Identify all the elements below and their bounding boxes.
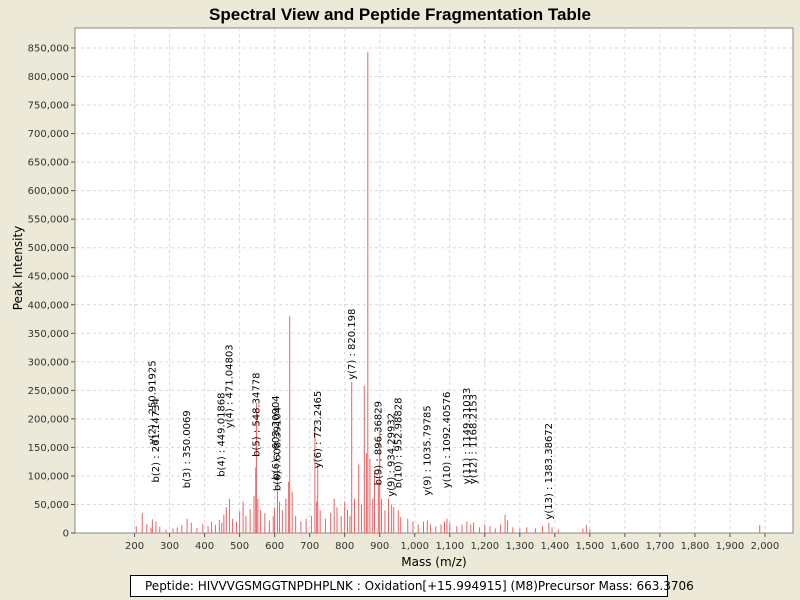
x-tick-label: 500 [230,541,249,552]
y-tick-label: 850,000 [28,43,69,54]
x-tick-label: 700 [300,541,319,552]
x-tick-label: 1,000 [400,541,429,552]
peak-annotation: b(6) : 608.39104 [273,407,284,491]
peak-annotation: y(2) : 250.91925 [147,360,158,444]
peak-annotation: y(6) : 723.2465 [313,391,324,469]
peak-annotation: b(4) : 449.01868 [217,392,228,476]
precursor-mass-text: Precursor Mass: 663.3706 [537,579,694,593]
chart-title: Spectral View and Peptide Fragmentation … [209,5,591,24]
peptide-legend: Peptide: HIVVVGSMGGTNPDHPLNK : Oxidation… [130,575,694,597]
peak-annotation: b(6) : 603.20904 [271,395,282,479]
x-tick-label: 1,100 [435,541,464,552]
x-tick-label: 1,700 [646,541,675,552]
y-tick-label: 400,000 [28,300,69,311]
peak-annotation: y(13) : 1383.38672 [544,423,555,520]
peak-annotation: y(7) : 820.198 [347,309,358,380]
gridlines [75,28,793,533]
y-tick-label: 700,000 [28,129,69,140]
y-tick-label: 250,000 [28,386,69,397]
y-tick-label: 550,000 [28,215,69,226]
axes: 200 300 400 500 600 700 800 900 1,000 1,100 1,200 1… [28,43,780,552]
x-tick-label: 1,300 [505,541,534,552]
x-tick-label: 200 [125,541,144,552]
y-tick-label: 500,000 [28,243,69,254]
peak-annotation: y(9) : 1035.79785 [422,405,433,495]
peak-annotation: b(2) : 261.14734 [151,398,162,482]
x-axis-label: Mass (m/z) [401,555,466,569]
plot-area [74,27,794,534]
x-tick-label: 1,400 [541,541,570,552]
peak-series [135,51,761,533]
peak-annotation: y(9) : 934.29932 [387,413,398,497]
x-tick-label: 1,600 [611,541,640,552]
peak-annotation: y(4) : 471.04803 [224,344,235,428]
y-tick-label: 50,000 [34,500,69,511]
y-tick-label: 100,000 [28,471,69,482]
peak-annotation: b(3) : 350.0069 [182,410,193,488]
y-tick-label: 350,000 [28,329,69,340]
x-tick-label: 800 [335,541,354,552]
peak-annotation: y(10) : 1092.40576 [442,392,453,489]
x-tick-label: 600 [265,541,284,552]
peak-annotation: y(11) : 1149.31033 [462,388,473,485]
x-tick-label: 1,800 [681,541,710,552]
x-tick-label: 2,000 [751,541,780,552]
y-tick-label: 450,000 [28,272,69,283]
peptide-sequence-text: Peptide: HIVVVGSMGGTNPDHPLNK : Oxidation… [145,579,538,593]
x-tick-label: 1,500 [576,541,605,552]
y-tick-label: 150,000 [28,443,69,454]
y-axis-label: Peak Intensity [11,226,25,311]
x-tick-label: 900 [370,541,389,552]
peak-annotation: b(5) : 548.34778 [252,372,263,456]
y-tick-label: 600,000 [28,186,69,197]
x-tick-label: 1,200 [470,541,499,552]
x-tick-label: 300 [160,541,179,552]
y-tick-label: 0 [63,529,69,540]
x-tick-label: 400 [195,541,214,552]
y-tick-label: 650,000 [28,158,69,169]
peak-annotation: b(10) : 952.98828 [393,398,404,489]
peak-annotation: b(9) : 896.36829 [373,401,384,485]
y-tick-label: 750,000 [28,101,69,112]
y-tick-label: 300,000 [28,357,69,368]
y-tick-label: 800,000 [28,72,69,83]
x-tick-label: 1,900 [716,541,745,552]
peak-annotation: y(12) : 1168.2153 [469,394,480,484]
y-tick-label: 200,000 [28,414,69,425]
